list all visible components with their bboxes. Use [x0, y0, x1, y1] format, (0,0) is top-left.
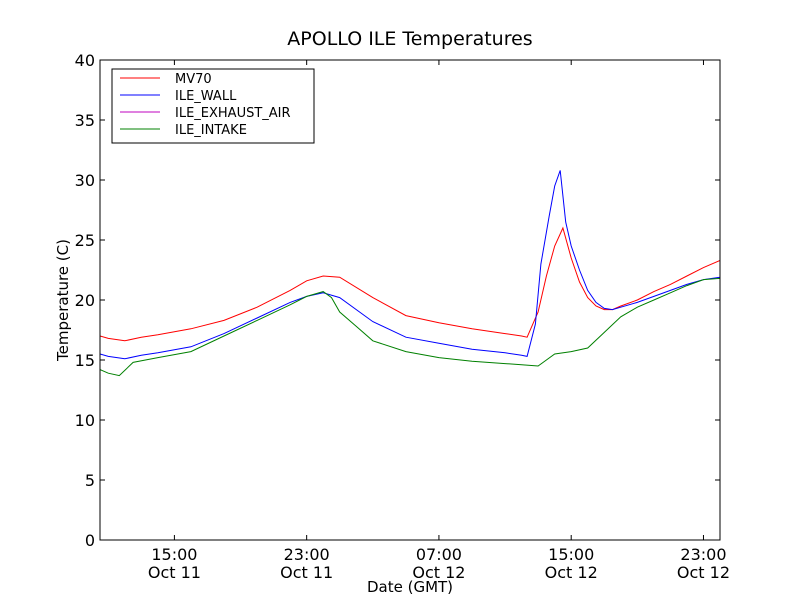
x-tick-time-label: 15:00: [548, 545, 594, 564]
y-tick-label: 30: [75, 171, 95, 190]
legend: MV70 ILE_WALL ILE_EXHAUST_AIR ILE_INTAKE: [111, 68, 315, 144]
x-tick-date-label: Oct 11: [148, 563, 201, 582]
x-tick-time-label: 15:00: [151, 545, 197, 564]
x-tick-date-label: Oct 12: [412, 563, 465, 582]
x-tick-date-label: Oct 12: [545, 563, 598, 582]
legend-label: ILE_WALL: [175, 89, 237, 104]
y-tick-label: 10: [75, 411, 95, 430]
legend-box: [111, 68, 315, 144]
x-tick-time-label: 23:00: [680, 545, 726, 564]
y-tick-label: 0: [85, 531, 95, 550]
series-line-mv70: [100, 226, 720, 342]
y-tick-label: 25: [75, 231, 95, 250]
y-tick-label: 20: [75, 291, 95, 310]
x-tick-date-label: Oct 12: [677, 563, 730, 582]
series-line-ile-intake: [100, 277, 720, 377]
y-axis: 0 5 10 15 20 25 30 35 40: [75, 51, 720, 550]
y-tick-label: 35: [75, 111, 95, 130]
x-tick-time-label: 07:00: [416, 545, 462, 564]
chart-title: APOLLO ILE Temperatures: [287, 28, 532, 50]
legend-label: ILE_INTAKE: [175, 123, 247, 138]
y-tick-label: 15: [75, 351, 95, 370]
legend-label: ILE_EXHAUST_AIR: [175, 106, 291, 121]
x-axis-label: Date (GMT): [367, 578, 453, 596]
series-line-ile-wall: [100, 170, 720, 360]
y-axis-label: Temperature (C): [54, 239, 72, 362]
y-tick-label: 40: [75, 51, 95, 70]
x-tick-time-label: 23:00: [284, 545, 330, 564]
legend-label: MV70: [175, 72, 212, 87]
y-tick-label: 5: [85, 471, 95, 490]
x-tick-date-label: Oct 11: [280, 563, 333, 582]
